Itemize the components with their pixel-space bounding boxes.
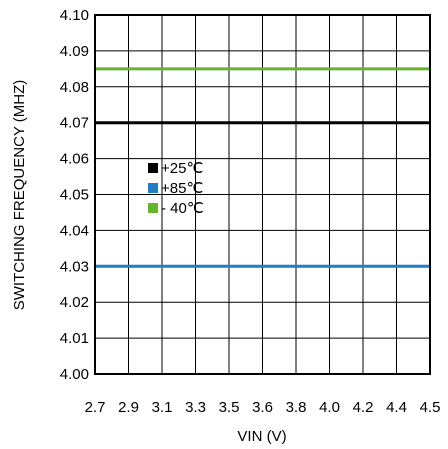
y-tick-label: 4.05 xyxy=(60,187,89,204)
legend-label: +85℃ xyxy=(161,180,203,197)
y-tick-label: 4.06 xyxy=(60,151,89,168)
legend-label: - 40℃ xyxy=(161,200,204,217)
legend-swatch xyxy=(148,203,158,213)
x-tick-label: 3.8 xyxy=(286,399,307,416)
x-tick-label: 4.4 xyxy=(386,399,407,416)
x-tick-label: 3.5 xyxy=(219,399,240,416)
y-tick-label: 4.04 xyxy=(60,222,89,239)
x-tick-label: 2.7 xyxy=(85,399,106,416)
x-tick-label: 3.6 xyxy=(252,399,273,416)
x-tick-label: 2.9 xyxy=(118,399,139,416)
y-tick-label: 4.02 xyxy=(60,294,89,311)
plot-frame xyxy=(94,14,431,375)
y-axis-title: SWITCHING FREQUENCY (MHZ) xyxy=(11,80,28,311)
y-tick-label: 4.10 xyxy=(60,7,89,24)
legend-label: +25℃ xyxy=(161,160,203,177)
x-tick-label: 3.1 xyxy=(152,399,173,416)
legend-swatch xyxy=(148,183,158,193)
x-tick-label: 4.2 xyxy=(353,399,374,416)
legend: +25℃ +85℃ - 40℃ xyxy=(148,160,204,217)
x-tick-label: 3.3 xyxy=(185,399,206,416)
y-tick-label: 4.01 xyxy=(60,330,89,347)
y-tick-label: 4.00 xyxy=(60,366,89,383)
series-lines xyxy=(95,67,430,268)
y-tick-label: 4.07 xyxy=(60,115,89,132)
x-tick-label: 4.5 xyxy=(420,399,441,416)
y-tick-labels: 4.00 4.01 4.02 4.03 4.04 4.05 4.06 4.07 4.08 4.09… xyxy=(60,7,89,383)
y-tick-label: 4.08 xyxy=(60,79,89,96)
legend-swatch xyxy=(148,163,158,173)
y-tick-label: 4.09 xyxy=(60,43,89,60)
y-tick-label: 4.03 xyxy=(60,258,89,275)
x-tick-label: 4.0 xyxy=(319,399,340,416)
x-tick-labels: 2.7 2.9 3.1 3.3 3.5 3.6 3.8 4.0 4.2 4.4 4.5 xyxy=(85,399,441,416)
x-axis-title: VIN (V) xyxy=(237,428,286,445)
